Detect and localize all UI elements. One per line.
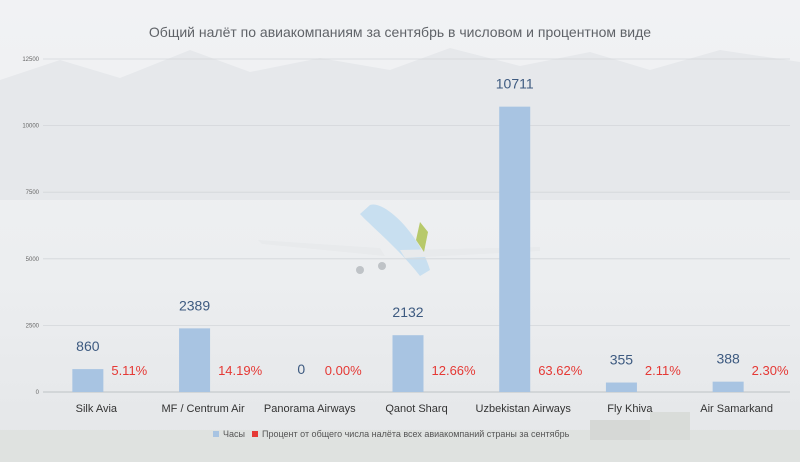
percent-label: 2.11%	[645, 363, 681, 378]
gridlines	[43, 58, 790, 393]
percent-label: 14.19%	[218, 363, 263, 378]
value-labels: 860 2389 0 2132 10711 355 388	[76, 76, 740, 377]
value-label: 2132	[392, 304, 423, 320]
legend-swatch-hours	[213, 431, 219, 437]
value-label: 388	[716, 351, 740, 367]
bar	[712, 381, 744, 392]
y-axis-ticks: 0 2500 5000 7500 10000 12500	[22, 57, 39, 396]
y-tick-label: 5000	[26, 257, 40, 263]
bar	[605, 382, 637, 392]
y-tick-label: 10000	[22, 124, 39, 130]
bar	[72, 369, 104, 392]
x-tick-label: Silk Avia	[76, 403, 118, 415]
y-tick-label: 12500	[22, 57, 39, 63]
bar	[179, 328, 211, 392]
percent-labels: 5.11% 14.19% 0.00% 12.66% 63.62% 2.11% 2.30%	[111, 363, 789, 378]
y-tick-label: 0	[36, 390, 40, 396]
x-tick-label: Uzbekistan Airways	[476, 403, 572, 415]
percent-label: 63.62%	[538, 363, 583, 378]
value-label: 355	[610, 352, 634, 368]
legend-percent: Процент от общего числа налёта всех авиа…	[262, 429, 570, 439]
airplane-image	[258, 204, 540, 276]
x-tick-label: Panorama Airways	[264, 403, 356, 415]
x-tick-label: Fly Khiva	[607, 403, 653, 415]
percent-label: 2.30%	[752, 363, 789, 378]
x-tick-label: MF / Centrum Air	[162, 403, 245, 415]
x-axis-ticks: Silk Avia MF / Centrum Air Panorama Airway…	[76, 403, 773, 415]
mountains	[0, 48, 800, 200]
legend: Часы Процент от общего числа налёта всех…	[213, 429, 570, 439]
percent-label: 0.00%	[325, 363, 362, 378]
value-label: 860	[76, 338, 100, 354]
y-tick-label: 2500	[26, 323, 40, 329]
percent-label: 5.11%	[111, 363, 147, 378]
legend-swatch-percent	[252, 431, 258, 437]
x-tick-label: Qanot Sharq	[385, 403, 447, 415]
y-tick-label: 7500	[26, 190, 40, 196]
value-label: 0	[297, 361, 305, 377]
value-label: 10711	[496, 76, 534, 92]
x-tick-label: Air Samarkand	[700, 403, 773, 415]
bar	[499, 106, 531, 392]
legend-hours: Часы	[223, 429, 245, 439]
bars	[72, 106, 744, 392]
chart-title: Общий налёт по авиакомпаниям за сентябрь…	[149, 24, 651, 40]
bar	[392, 335, 424, 392]
value-label: 2389	[179, 297, 210, 313]
percent-label: 12.66%	[432, 363, 477, 378]
